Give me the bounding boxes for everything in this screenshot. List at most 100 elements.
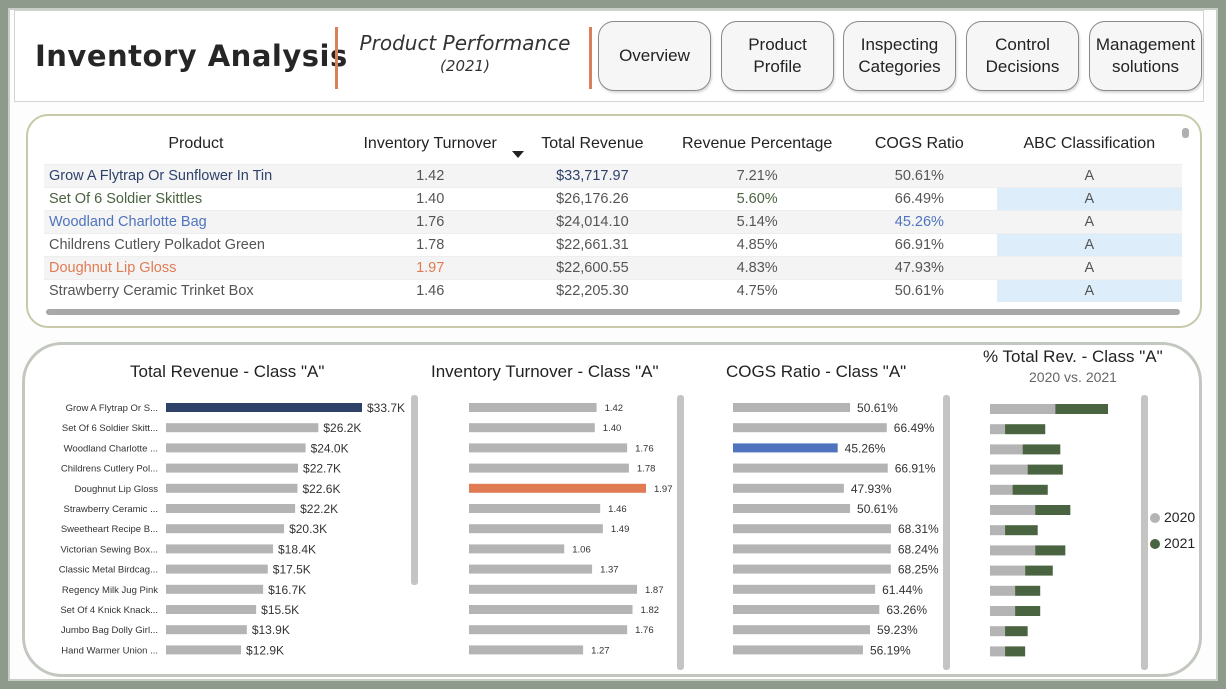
revenue-bar [166, 544, 274, 554]
turnover-value-label: 1.97 [654, 484, 673, 495]
column-header-product[interactable]: Product [168, 134, 224, 152]
turnover-bar [469, 483, 646, 493]
cell-abc: A [996, 163, 1182, 187]
revenue-bar [166, 564, 268, 574]
share-2020-bar [990, 646, 1006, 657]
title-divider [335, 27, 338, 89]
table-row[interactable]: Childrens Cutlery Polkadot Green 1.78 $2… [44, 232, 1182, 256]
turnover-bar [469, 564, 593, 574]
revenue-category-label: Set Of 6 Soldier Skitt... [62, 423, 158, 434]
table-horizontal-scrollbar[interactable] [46, 309, 1180, 315]
turnover-value-label: 1.76 [635, 443, 654, 454]
share-2021-bar [1022, 444, 1061, 455]
subtitle-line1: Product Performance [359, 31, 571, 55]
revenue-category-label: Grow A Flytrap Or S... [66, 403, 158, 414]
nav-overview-button[interactable]: Overview [598, 21, 711, 91]
revenue-value-label: $22.6K [302, 482, 340, 496]
revenue-value-label: $17.5K [273, 563, 311, 577]
revenue-bar [166, 504, 296, 513]
subtitle-divider [589, 27, 592, 89]
column-header-inventory-turnover[interactable]: Inventory Turnover [363, 134, 497, 152]
cogs-value-label: 45.26% [845, 441, 886, 455]
revenue-value-label: $22.2K [300, 502, 338, 516]
column-header-abc-classification[interactable]: ABC Classification [996, 124, 1182, 164]
table-row[interactable]: Woodland Charlotte Bag 1.76 $24,014.10 5… [44, 209, 1182, 233]
cell-cogs: 50.61% [842, 163, 997, 187]
turnover-value-label: 1.42 [605, 403, 624, 414]
sort-descending-icon[interactable] [512, 151, 524, 158]
share-2020-bar [990, 606, 1016, 616]
share-2020-bar [990, 525, 1006, 536]
cogs-bar [733, 483, 844, 493]
table-row[interactable]: Strawberry Ceramic Trinket Box 1.46 $22,… [44, 278, 1182, 302]
share-2020-bar [990, 424, 1006, 435]
nav-inspecting-categories-button[interactable]: Inspecting Categories [843, 21, 956, 91]
turnover-value-label: 1.40 [603, 423, 622, 434]
share-2021-bar [1015, 585, 1041, 596]
cogs-value-label: 66.49% [894, 421, 935, 435]
revenue-category-label: Doughnut Lip Gloss [75, 484, 159, 495]
column-header-cogs-ratio[interactable]: COGS Ratio [874, 134, 964, 152]
cell-revenue: $24,014.10 [512, 209, 673, 233]
cogs-value-label: 56.19% [870, 643, 911, 657]
share-2020-bar [990, 464, 1028, 475]
cogs-bar [733, 544, 891, 554]
revenue-bar [166, 443, 306, 453]
table-row[interactable]: Grow A Flytrap Or Sunflower In Tin 1.42 … [44, 163, 1182, 187]
turnover-bar [469, 443, 628, 453]
cell-revenue: $22,205.30 [512, 278, 673, 302]
turnover-bar [469, 423, 595, 433]
revenue-category-label: Childrens Cutlery Pol... [61, 464, 158, 475]
chart1-scrollbar[interactable] [411, 395, 418, 585]
turnover-value-label: 1.78 [637, 464, 656, 475]
table-row[interactable]: Doughnut Lip Gloss 1.97 $22,600.55 4.83%… [44, 255, 1182, 279]
revenue-bar [166, 605, 257, 614]
chart3-scrollbar[interactable] [943, 395, 950, 670]
revenue-category-label: Set Of 4 Knick Knack... [60, 605, 158, 616]
chart-title-cogs-ratio: COGS Ratio - Class "A" [726, 362, 907, 381]
share-2021-bar [1005, 646, 1026, 657]
chart4-scrollbar[interactable] [1141, 395, 1148, 670]
share-2021-bar [1025, 565, 1053, 576]
cell-turnover: 1.42 [347, 163, 513, 187]
revenue-bar [166, 423, 319, 433]
turnover-bar [469, 463, 629, 473]
table-vertical-scrollbar[interactable] [1182, 128, 1189, 138]
cogs-bar [733, 564, 891, 574]
turnover-bar [469, 625, 628, 635]
revenue-category-label: Woodland Charlotte ... [64, 443, 158, 454]
legend-label-2021: 2021 [1164, 535, 1196, 551]
share-2021-bar [1055, 404, 1108, 414]
revenue-category-label: Classic Metal Birdcag... [59, 565, 158, 576]
cell-cogs: 47.93% [842, 255, 997, 279]
cogs-bar [733, 645, 863, 655]
chart2-scrollbar[interactable] [677, 395, 684, 670]
share-2020-bar [990, 444, 1023, 455]
cell-percentage: 5.14% [672, 209, 843, 233]
cell-revenue: $22,661.31 [512, 232, 673, 256]
revenue-category-label: Victorian Sewing Box... [60, 544, 158, 555]
cell-abc: A [996, 255, 1182, 279]
revenue-bar [166, 625, 247, 635]
share-2020-bar [990, 626, 1006, 637]
nav-product-profile-button[interactable]: Product Profile [721, 21, 834, 91]
nav-management-solutions-button[interactable]: Management solutions [1089, 21, 1202, 91]
revenue-value-label: $24.0K [311, 441, 349, 455]
table-row[interactable]: Set Of 6 Soldier Skittles 1.40 $26,176.2… [44, 186, 1182, 210]
chart-title-inventory-turnover: Inventory Turnover - Class "A" [431, 362, 659, 381]
cell-product: Woodland Charlotte Bag [44, 209, 348, 233]
nav-control-decisions-button[interactable]: Control Decisions [966, 21, 1079, 91]
cell-abc: A [996, 232, 1182, 256]
column-header-revenue-percentage[interactable]: Revenue Percentage [681, 134, 833, 152]
turnover-value-label: 1.82 [641, 605, 660, 616]
cogs-value-label: 68.24% [898, 542, 939, 556]
cogs-value-label: 66.91% [895, 462, 936, 476]
revenue-value-label: $15.5K [261, 603, 299, 617]
revenue-bar [166, 463, 299, 473]
column-header-total-revenue[interactable]: Total Revenue [541, 134, 644, 152]
cogs-bar [733, 625, 870, 635]
turnover-bar [469, 645, 584, 655]
share-2021-bar [1035, 505, 1071, 515]
cell-turnover: 1.97 [347, 255, 513, 279]
table-header-row: Product Inventory Turnover Total Revenue… [44, 124, 1182, 164]
